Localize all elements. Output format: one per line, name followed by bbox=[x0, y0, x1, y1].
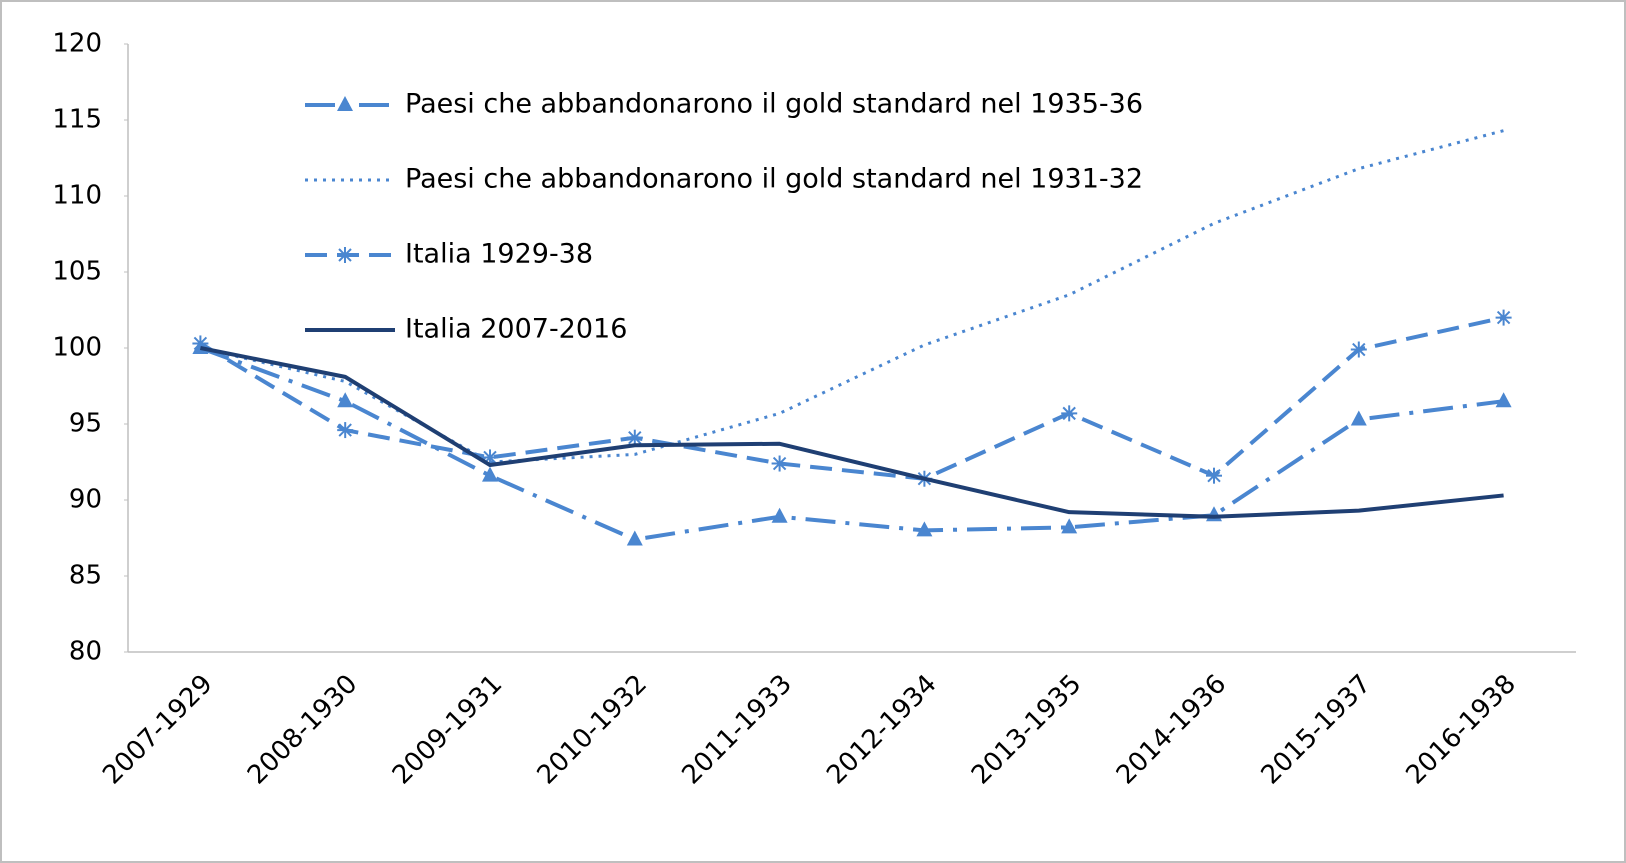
marker-triangle bbox=[482, 466, 498, 482]
asterisk-stroke bbox=[1496, 310, 1511, 325]
legend-label: Paesi che abbandonarono il gold standard… bbox=[405, 89, 1143, 120]
marker-triangle bbox=[337, 392, 354, 408]
y-tick-label: 90 bbox=[69, 485, 102, 515]
marker-asterisk bbox=[337, 422, 354, 439]
asterisk-stroke bbox=[772, 456, 787, 471]
marker-triangle bbox=[626, 530, 643, 546]
marker-asterisk bbox=[1206, 467, 1222, 484]
marker-triangle bbox=[1061, 518, 1078, 534]
y-tick-label: 100 bbox=[52, 333, 102, 363]
y-tick-label: 80 bbox=[69, 637, 102, 667]
series-line bbox=[200, 346, 1504, 519]
y-tick-label: 120 bbox=[52, 29, 102, 59]
marker-triangle bbox=[916, 521, 933, 537]
marker-triangle bbox=[771, 507, 788, 523]
legend-label: Italia 1929-38 bbox=[405, 239, 593, 270]
asterisk-stroke bbox=[1062, 406, 1076, 421]
y-tick-label: 85 bbox=[69, 561, 102, 591]
asterisk-stroke bbox=[338, 248, 352, 262]
series-line bbox=[199, 315, 1505, 481]
asterisk-stroke bbox=[628, 430, 642, 445]
legend-label: Paesi che abbandonarono il gold standard… bbox=[405, 164, 1143, 195]
marker-asterisk bbox=[1350, 341, 1367, 358]
asterisk-stroke bbox=[1352, 342, 1366, 357]
asterisk-stroke bbox=[193, 336, 208, 351]
asterisk-stroke bbox=[1207, 468, 1221, 483]
series-line bbox=[200, 129, 1504, 464]
series-line bbox=[199, 346, 1504, 542]
legend-label: Italia 2007-2016 bbox=[405, 314, 627, 345]
marker-triangle bbox=[337, 96, 353, 111]
y-tick-label: 95 bbox=[69, 409, 102, 439]
marker-asterisk bbox=[1495, 309, 1512, 326]
marker-triangle bbox=[1495, 392, 1512, 408]
marker-asterisk bbox=[771, 455, 788, 472]
marker-asterisk bbox=[337, 247, 353, 263]
y-tick-label: 115 bbox=[52, 105, 102, 135]
marker-asterisk bbox=[626, 429, 643, 446]
y-tick-label: 110 bbox=[52, 181, 102, 211]
asterisk-stroke bbox=[338, 423, 352, 437]
y-tick-label: 105 bbox=[52, 257, 102, 287]
marker-triangle bbox=[1350, 410, 1367, 426]
marker-asterisk bbox=[1061, 405, 1078, 422]
